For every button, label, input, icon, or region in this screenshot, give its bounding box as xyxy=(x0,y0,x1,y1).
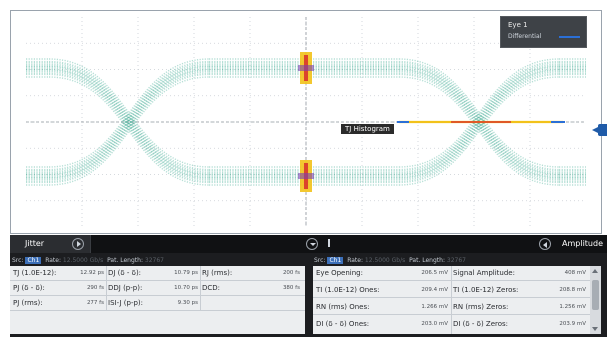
source-badge[interactable]: Ch1 xyxy=(327,257,344,264)
scroll-down-icon[interactable] xyxy=(592,327,598,331)
waveform-legend[interactable]: Eye 1 Differential xyxy=(500,16,587,48)
eye-diagram-display[interactable]: Eye 1 Differential TJ Histogram xyxy=(10,10,607,234)
table-row: TJ (1.0E-12): 12.92 ps DJ (δ - δ): 10.79… xyxy=(10,266,305,281)
tj-histogram-label: TJ Histogram xyxy=(341,124,394,134)
tab-amplitude[interactable]: Amplitude xyxy=(549,235,607,253)
jitter-source-info: Src: Ch1 Rate: 12.5000 Gb/s Pat. Length: … xyxy=(12,257,164,264)
play-icon[interactable] xyxy=(72,238,84,250)
tab-jitter-label: Jitter xyxy=(25,239,45,248)
legend-item-label: Differential xyxy=(508,33,542,40)
divider-handle-icon[interactable] xyxy=(328,239,330,247)
source-badge[interactable]: Ch1 xyxy=(25,257,42,264)
tab-jitter[interactable]: Jitter xyxy=(10,235,91,253)
legend-title: Eye 1 xyxy=(508,21,528,29)
chevron-down-icon[interactable] xyxy=(306,238,318,250)
eye-diagram-canvas xyxy=(26,17,586,227)
table-row: PJ (rms): 277 fs ISI-J (p-p): 9.30 ps xyxy=(10,296,305,311)
table-row: DI (δ - δ) Ones: 203.0 mV DI (δ - δ) Zer… xyxy=(316,320,586,328)
measurement-panel: Jitter Amplitude Src: Ch1 Rate: 12.5000 G… xyxy=(10,235,607,337)
scroll-up-icon[interactable] xyxy=(592,269,598,273)
eye-traces xyxy=(26,58,586,186)
amplitude-table: Eye Opening: 206.5 mV Signal Amplitude: … xyxy=(313,266,590,334)
tab-amplitude-label: Amplitude xyxy=(562,239,603,248)
amplitude-source-info: Src: Ch1 Rate: 12.5000 Gb/s Pat. Length: … xyxy=(314,257,466,264)
scroll-thumb[interactable] xyxy=(592,280,599,310)
jitter-table: TJ (1.0E-12): 12.92 ps DJ (δ - δ): 10.79… xyxy=(10,266,305,334)
chevron-left-icon[interactable] xyxy=(539,238,551,250)
reference-level-marker-icon[interactable] xyxy=(592,124,607,136)
panel-toolbar: Jitter Amplitude xyxy=(10,235,607,253)
table-row: PJ (δ - δ): 290 fs DDJ (p-p): 10.70 ps D… xyxy=(10,281,305,296)
amplitude-scrollbar[interactable] xyxy=(590,266,601,334)
legend-swatch xyxy=(559,36,580,38)
